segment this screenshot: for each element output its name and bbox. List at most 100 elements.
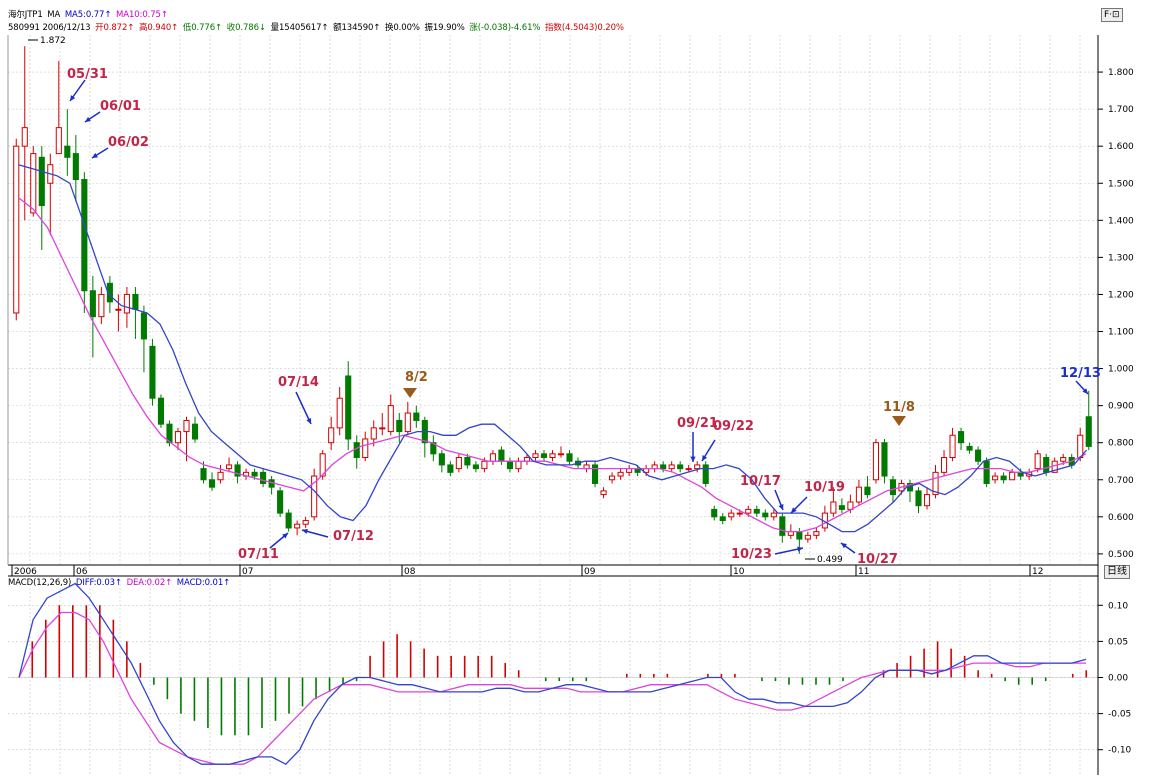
diff-value: DIFF:0.03↑ (75, 578, 122, 588)
annotation-arrowhead (892, 416, 906, 426)
moving-average-lines (18, 164, 1088, 533)
candle-up (30, 153, 37, 214)
date-tick-label: 10 (733, 567, 745, 577)
candle-up (804, 534, 811, 540)
price-tick-label: 0.700 (1108, 476, 1134, 486)
annotation-09-22: 09/22 (701, 419, 754, 462)
chart-grid (8, 35, 1098, 775)
annotation-arrowhead (797, 546, 803, 552)
candle-down (464, 457, 471, 466)
annotation-10-17: 10/17 (740, 474, 784, 511)
annotation-label: 10/19 (804, 480, 845, 495)
candle-down (447, 464, 454, 473)
diff-line (18, 582, 1087, 765)
candle-down (958, 431, 965, 444)
candle-up (728, 512, 735, 518)
price-tick-label: 0.900 (1108, 402, 1134, 412)
candle-down (438, 453, 445, 466)
annotation-label: 10/17 (740, 474, 781, 489)
amplitude-value: 振19.90% (424, 23, 465, 33)
candle-up (770, 512, 777, 518)
dea-value: DEA:0.02↑ (126, 578, 173, 588)
candle-up (362, 438, 369, 459)
candle-up (115, 308, 122, 311)
candle-down (277, 490, 284, 514)
candle-down (915, 490, 922, 507)
annotation-10-23: 10/23 (731, 546, 804, 562)
price-tick-label: 1.400 (1108, 216, 1134, 226)
candle-down (353, 442, 360, 459)
low-price-label: 0.499 (817, 555, 843, 565)
annotation-arrowhead (306, 418, 312, 424)
macd-lines (18, 582, 1087, 765)
price-tick-label: 1.200 (1108, 290, 1134, 300)
candle-down (345, 375, 352, 440)
candle-down (566, 453, 573, 462)
annotation-label: 07/12 (333, 529, 374, 544)
price-tick-label: 1.600 (1108, 142, 1134, 152)
macd-tick-label: 0.00 (1108, 674, 1128, 684)
date-axis-ticks: 2006 06 07 08 09 10 11 12 (11, 565, 1043, 577)
candle-down (677, 464, 684, 470)
annotation-label: 09/21 (677, 416, 718, 431)
candle-down (864, 486, 871, 496)
candle-up (940, 457, 948, 473)
candle-up (1009, 471, 1016, 481)
candle-down (149, 345, 156, 399)
period-daily-button[interactable]: 日线 (1104, 565, 1130, 579)
date-tick-label: 07 (242, 567, 253, 577)
candle-down (762, 512, 769, 518)
candle-up (549, 453, 556, 459)
candle-down (166, 423, 173, 444)
annotation-label: 07/14 (278, 375, 319, 390)
toolbar-button[interactable]: F·⊡ (1101, 8, 1123, 22)
amount-value: 额134590↑ (333, 23, 381, 33)
candle-up (515, 460, 522, 470)
candle-up (1077, 434, 1084, 459)
candle-down (413, 412, 420, 421)
annotation-arrowhead (282, 533, 288, 539)
price-tick-label: 0.500 (1108, 550, 1134, 560)
annotation-06-01: 06/01 (84, 99, 141, 123)
date-tick-label: 09 (584, 567, 596, 577)
candle-down (881, 442, 888, 477)
candle-up (617, 471, 624, 477)
candle-up (123, 293, 130, 314)
annotation-07-11: 07/11 (238, 532, 289, 562)
macd-axis-ticks: 0.10 0.05 0.00 -0.05 -0.10 (1098, 601, 1132, 756)
candle-up (872, 442, 880, 481)
candle-up (813, 531, 820, 536)
annotation-label: 06/01 (100, 99, 141, 114)
annotation-label: 10/27 (857, 552, 898, 567)
candle-up (923, 494, 931, 507)
price-header-line2: 580991 2006/12/13 开0.872↑ 高0.940↑ 低0.776… (8, 21, 626, 33)
candle-down (430, 442, 437, 455)
ma-label: MA (47, 10, 61, 20)
candle-down (132, 293, 139, 310)
candle-up (949, 434, 956, 459)
ma10-line (18, 197, 1087, 533)
candle-down (200, 468, 207, 481)
macd-tick-label: 0.10 (1108, 601, 1128, 611)
price-tick-label: 1.100 (1108, 328, 1134, 338)
macd-tick-label: -0.05 (1108, 710, 1131, 720)
candle-down (711, 508, 718, 518)
candlesticks (13, 46, 1092, 554)
open-value: 开0.872↑ (95, 23, 135, 33)
annotation-label: 11/8 (883, 400, 915, 415)
candle-up (685, 468, 692, 471)
candle-up (736, 512, 743, 515)
candle-down (498, 449, 505, 462)
price-tick-label: 1.300 (1108, 253, 1134, 263)
candle-up (225, 464, 233, 470)
macd-histogram (31, 605, 1088, 736)
candle-down (89, 290, 96, 318)
price-tick-label: 1.700 (1108, 105, 1134, 115)
date-tick-label: 11 (858, 567, 869, 577)
candle-up (745, 508, 752, 514)
annotation-05-31: 05/31 (67, 67, 108, 102)
candle-down (753, 508, 760, 514)
candle-up (217, 471, 224, 481)
price-header-line1: 海尔JTP1 MA MA5:0.77↑ MA10:0.75↑ (8, 8, 170, 20)
